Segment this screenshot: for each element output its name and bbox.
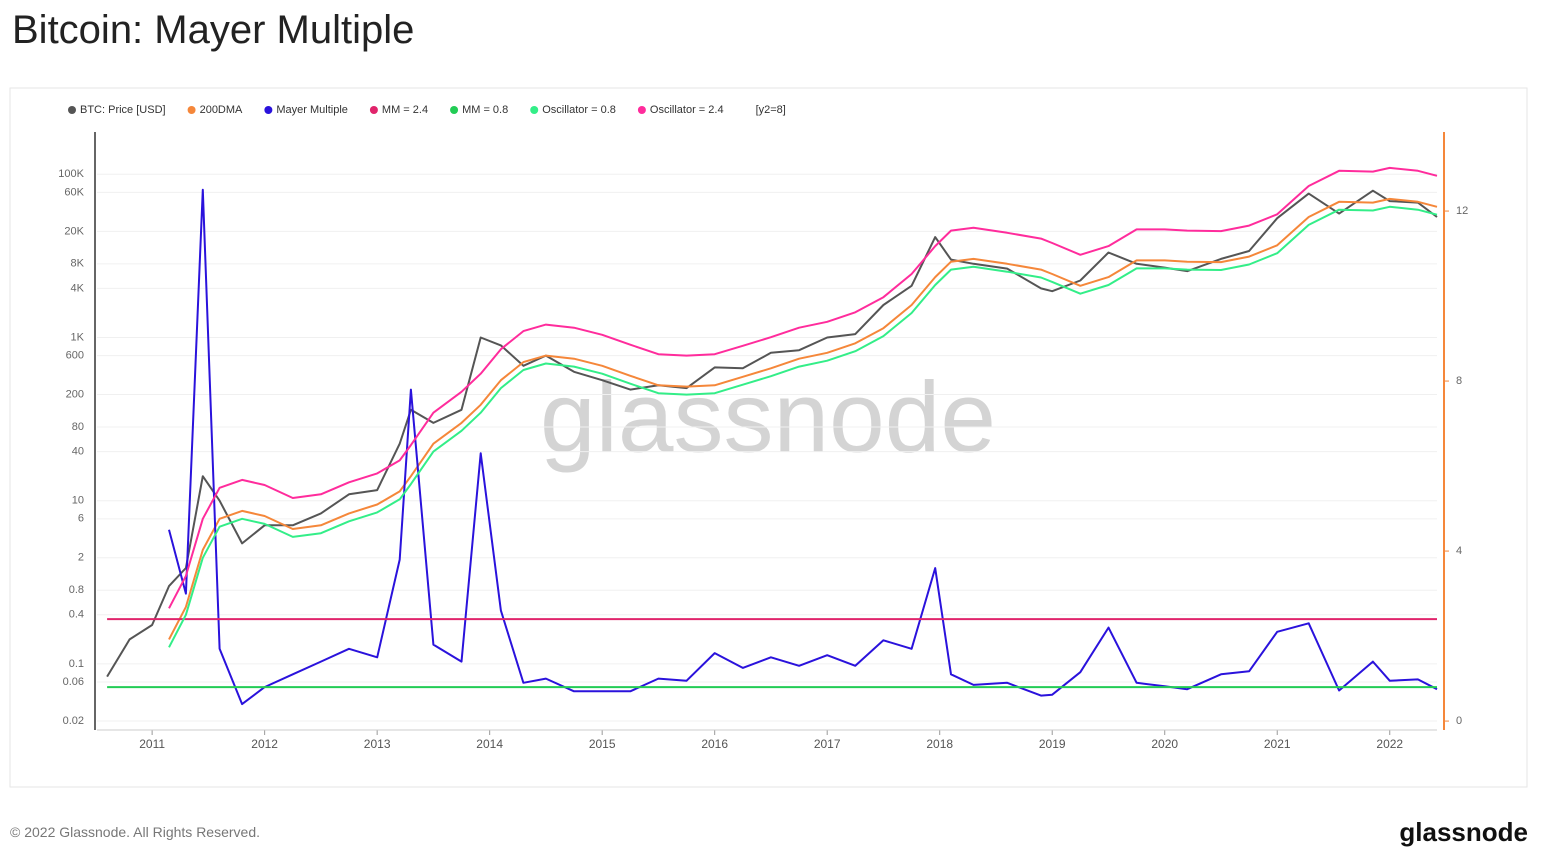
- legend-marker: [530, 106, 539, 114]
- legend-label: MM = 2.4: [382, 104, 428, 116]
- x-tick-label: 2011: [139, 737, 165, 751]
- page-title: Bitcoin: Mayer Multiple: [12, 8, 415, 52]
- y2-tick-label: 8: [1456, 375, 1462, 387]
- x-tick-label: 2012: [251, 737, 278, 751]
- y-tick-label: 80: [72, 421, 84, 433]
- legend-marker: [450, 106, 459, 114]
- y-tick-label: 200: [66, 388, 84, 400]
- x-tick-label: 2018: [926, 737, 953, 751]
- y-tick-label: 60K: [64, 186, 84, 198]
- y2-tick-label: 12: [1456, 205, 1468, 217]
- y-tick-label: 10: [72, 495, 84, 507]
- series-line: [168, 197, 1438, 640]
- legend-marker: [68, 106, 76, 114]
- y-tick-label: 0.06: [63, 676, 84, 688]
- legend-label: 200DMA: [200, 104, 243, 116]
- chart: glassnode 0.020.060.10.40.82610408020060…: [9, 87, 1528, 788]
- footer: © 2022 Glassnode. All Rights Reserved.: [10, 824, 261, 840]
- legend-marker: [369, 106, 378, 114]
- legend-label: BTC: Price [USD]: [80, 104, 166, 116]
- y-tick-label: 600: [66, 350, 84, 362]
- brand: glassnode: [1399, 817, 1528, 847]
- y-tick-label: 0.02: [63, 715, 84, 727]
- legend-label: MM = 0.8: [462, 104, 508, 116]
- y2-tick-label: 0: [1456, 715, 1462, 727]
- legend-label: Mayer Multiple: [276, 104, 348, 116]
- y-tick-label: 6: [78, 513, 84, 525]
- watermark: glassnode: [540, 361, 996, 473]
- y-tick-label: 0.8: [69, 584, 84, 596]
- x-tick-label: 2020: [1151, 737, 1178, 751]
- legend-marker: [637, 106, 646, 114]
- chart-frame: [9, 87, 1528, 788]
- y-tick-label: 0.4: [69, 609, 84, 621]
- y-tick-label: 40: [72, 445, 84, 457]
- x-tick-label: 2019: [1039, 737, 1066, 751]
- x-tick-label: 2021: [1264, 737, 1291, 751]
- y-tick-label: 8K: [71, 258, 85, 270]
- y-tick-label: 0.1: [69, 658, 84, 670]
- y2-tick-label: 4: [1456, 545, 1462, 557]
- x-tick-label: 2022: [1376, 737, 1403, 751]
- series-line: [168, 205, 1438, 648]
- y-tick-label: 100K: [58, 168, 84, 180]
- y-tick-label: 2: [78, 552, 84, 564]
- y-tick-label: 20K: [64, 225, 84, 237]
- legend-marker: [264, 106, 273, 114]
- x-tick-label: 2017: [814, 737, 841, 751]
- x-tick-label: 2013: [364, 737, 391, 751]
- legend-marker: [187, 106, 196, 114]
- y-tick-label: 4K: [71, 282, 85, 294]
- legend-label: Oscillator = 2.4: [650, 104, 724, 116]
- x-tick-label: 2014: [476, 737, 503, 751]
- series-line: [168, 188, 1438, 706]
- legend-label: Oscillator = 0.8: [542, 104, 616, 116]
- y-tick-label: 1K: [71, 331, 85, 343]
- x-tick-label: 2015: [589, 737, 616, 751]
- x-tick-label: 2016: [701, 737, 728, 751]
- series-line: [168, 166, 1438, 609]
- legend-note: [y2=8]: [756, 104, 786, 116]
